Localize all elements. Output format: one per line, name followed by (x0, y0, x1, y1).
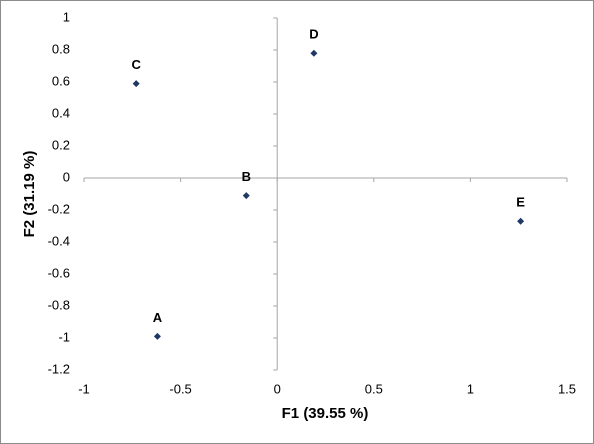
y-tick-label: 0 (63, 169, 70, 184)
point (517, 217, 525, 225)
x-tick-label: 0 (274, 381, 281, 396)
y-tick-label: 0.6 (52, 73, 70, 88)
y-tick-label: 1 (63, 9, 70, 24)
y-tick-label: -1 (58, 329, 70, 344)
point (153, 332, 161, 340)
x-tick-label: -1 (78, 381, 90, 396)
point (310, 49, 318, 57)
y-tick-label: -1.2 (48, 361, 70, 376)
y-tick-label: -0.6 (48, 265, 70, 280)
y-tick-label: 0.2 (52, 137, 70, 152)
x-tick-label: 0.5 (365, 381, 383, 396)
point-label: E (516, 195, 525, 210)
x-tick-label: 1.5 (558, 381, 576, 396)
y-tick-label: 0.4 (52, 105, 70, 120)
point-label: B (242, 169, 251, 184)
point (242, 192, 250, 200)
point-label: C (131, 57, 141, 72)
y-tick-label: -0.4 (48, 233, 70, 248)
y-tick-label: -0.8 (48, 297, 70, 312)
y-tick-label: 0.8 (52, 41, 70, 56)
point-label: A (153, 310, 163, 325)
x-tick-label: -0.5 (169, 381, 191, 396)
y-axis-title: F2 (31.19 %) (21, 151, 38, 238)
x-axis-title: F1 (39.55 %) (282, 405, 369, 422)
point-label: D (309, 27, 318, 42)
x-tick-label: 1 (467, 381, 474, 396)
y-tick-label: -0.2 (48, 201, 70, 216)
point (132, 80, 140, 88)
